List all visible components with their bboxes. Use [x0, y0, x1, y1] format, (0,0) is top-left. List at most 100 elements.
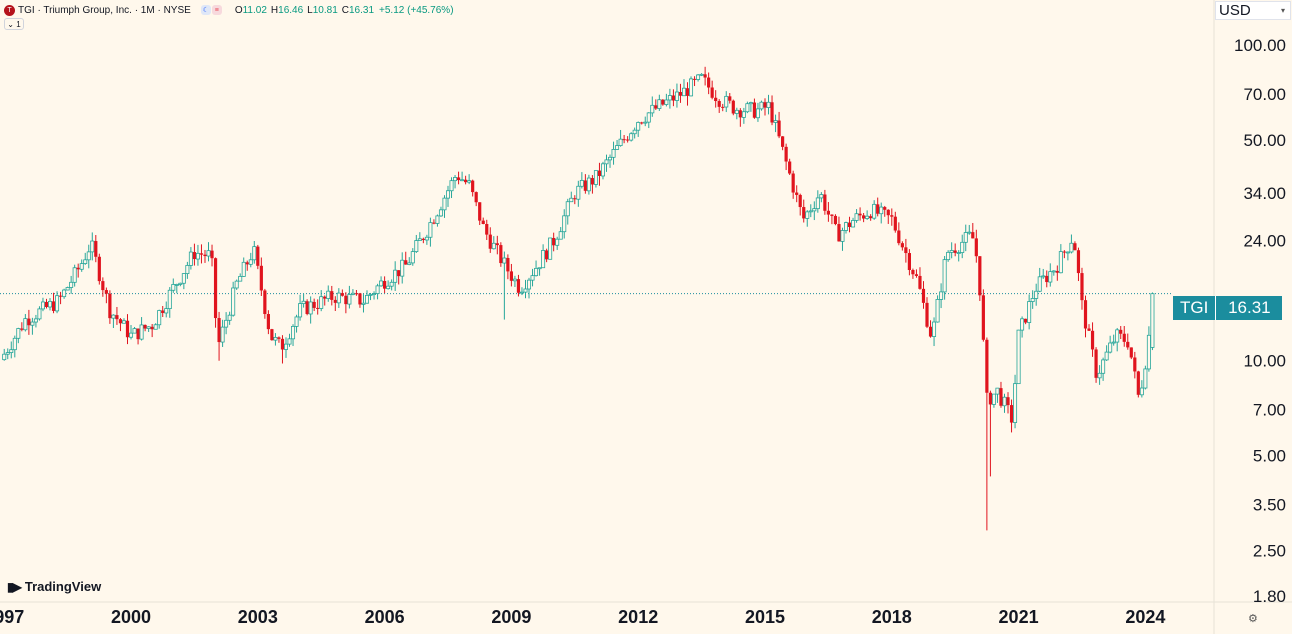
candle-body	[565, 201, 570, 217]
candle-body	[312, 301, 316, 308]
candle-body	[1027, 301, 1032, 323]
candle-body	[795, 192, 799, 195]
price-label-symbol: TGI	[1173, 296, 1217, 320]
collapse-legend-button[interactable]: ⌄ 1	[4, 18, 24, 30]
candle-body	[319, 296, 324, 309]
candle-body	[573, 198, 577, 200]
y-tick-label: 1.80	[1253, 587, 1286, 606]
candle-body	[541, 250, 546, 269]
candle-body	[129, 332, 134, 338]
candle-body	[862, 215, 866, 219]
last-price-label: TGI 16.31	[1173, 296, 1283, 320]
candle-body	[220, 326, 225, 343]
candle-body	[626, 139, 630, 141]
candle-body	[1002, 396, 1007, 407]
open-value: 11.02	[242, 4, 267, 16]
candle-body	[823, 194, 827, 211]
candle-body	[872, 203, 877, 219]
settings-icon[interactable]: ⚙	[1248, 613, 1258, 625]
tradingview-logo[interactable]: ▮▶ TradingView	[7, 579, 101, 594]
candle-body	[548, 237, 553, 260]
candle-body	[1104, 351, 1109, 361]
candle-body	[925, 302, 929, 327]
candle-body	[689, 78, 694, 97]
candle-body	[44, 301, 49, 307]
moon-icon[interactable]: ☾	[200, 5, 211, 15]
candle-body	[558, 231, 563, 240]
candle-body	[1119, 329, 1123, 334]
candle-body	[956, 252, 961, 254]
candle-body	[721, 106, 725, 108]
menu-icon[interactable]: ≡	[211, 5, 222, 15]
candle-body	[210, 250, 214, 259]
candle-body	[826, 210, 830, 215]
candle-body	[815, 197, 820, 210]
collapse-count: 1	[16, 19, 21, 29]
candle-body	[277, 337, 281, 339]
candle-body	[111, 314, 116, 319]
x-tick-label: 2018	[872, 607, 912, 627]
candle-body	[217, 318, 221, 343]
candle-body	[1087, 328, 1091, 331]
candle-body	[181, 273, 186, 284]
candle-body	[854, 213, 859, 221]
candle-body	[552, 237, 556, 246]
low-label: L	[307, 4, 313, 16]
candle-body	[188, 251, 193, 266]
candle-body	[837, 224, 841, 242]
candle-body	[1051, 270, 1056, 273]
candle-body	[108, 293, 112, 319]
candle-body	[485, 223, 489, 235]
candle-body	[696, 74, 701, 80]
candle-body	[1016, 329, 1021, 385]
candle-body	[1101, 359, 1106, 374]
candle-body	[516, 279, 521, 293]
currency-selector[interactable]: USD ▾	[1215, 1, 1291, 20]
candle-body	[139, 324, 144, 340]
candle-body	[1058, 251, 1063, 274]
candle-body	[404, 260, 408, 265]
candle-body	[115, 315, 119, 320]
candle-body	[953, 250, 957, 253]
candle-body	[991, 393, 996, 405]
candle-body	[280, 338, 285, 350]
candle-body	[840, 230, 845, 242]
symbol-title[interactable]: TGI · Triumph Group, Inc. · 1M · NYSE	[18, 4, 191, 16]
candle-body	[738, 110, 742, 118]
candle-body	[519, 291, 524, 294]
candle-body	[886, 209, 890, 216]
candle-body	[640, 122, 644, 124]
candle-body	[963, 232, 968, 243]
candle-body	[393, 269, 398, 283]
tradingview-wordmark: TradingView	[24, 579, 102, 594]
candle-body	[985, 339, 989, 393]
candle-body	[632, 129, 637, 135]
candle-body	[784, 146, 788, 162]
y-tick-label: 100.00	[1234, 36, 1286, 55]
candle-body	[562, 215, 567, 233]
candle-body	[410, 251, 415, 264]
x-tick-label: 2009	[491, 607, 531, 627]
candle-body	[1013, 383, 1018, 423]
candle-body	[879, 206, 884, 215]
candle-body	[121, 320, 126, 324]
candle-body	[227, 314, 232, 321]
candle-body	[323, 296, 327, 299]
candle-body	[755, 108, 760, 119]
y-tick-label: 34.00	[1243, 184, 1286, 203]
candle-body	[12, 337, 17, 351]
candle-body	[904, 247, 908, 254]
high-value: 16.46	[278, 4, 304, 16]
candle-body	[791, 173, 795, 193]
candle-body	[478, 202, 482, 221]
candle-body	[301, 300, 306, 304]
candle-body	[900, 243, 904, 248]
candle-body	[273, 336, 278, 341]
symbol-header[interactable]: T TGI · Triumph Group, Inc. · 1M · NYSE …	[4, 3, 454, 17]
x-tick-label: 2006	[365, 607, 405, 627]
candle-body	[654, 105, 658, 109]
candle-body	[171, 284, 176, 291]
candle-body	[347, 294, 352, 305]
candle-body	[664, 99, 669, 105]
